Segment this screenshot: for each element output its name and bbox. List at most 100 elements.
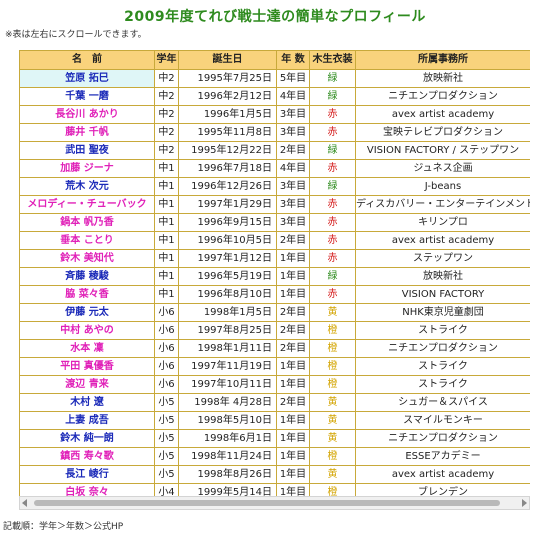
cell-costume: 黄 [309,303,356,322]
cell-years: 2年目 [276,231,310,250]
cell-birthday: 1997年1月29日 [178,195,277,214]
profile-table-container[interactable]: 名 前 学年 誕生日 年 数 木生衣装 所属事務所 笠原 拓巳 中2 1995年7月… [19,50,530,496]
cell-grade: 中1 [154,213,179,232]
cell-birthday: 1998年8月26日 [178,465,277,484]
cell-years: 1年目 [276,447,310,466]
cell-agency: スマイルモンキー [355,411,530,430]
cell-name: 武田 聖夜 [19,141,155,160]
cell-birthday: 1998年1月5日 [178,303,277,322]
cell-grade: 中1 [154,159,179,178]
cell-years: 2年目 [276,321,310,340]
cell-name: 加藤 ジーナ [19,159,155,178]
cell-agency: VISION FACTORY [355,285,530,304]
cell-years: 4年目 [276,87,310,106]
cell-name: 鎮西 寿々歌 [19,447,155,466]
cell-costume: 黄 [309,429,356,448]
cell-years: 1年目 [276,483,310,496]
cell-years: 1年目 [276,375,310,394]
scroll-right-arrow-icon[interactable] [522,499,527,507]
cell-costume: 橙 [309,447,356,466]
cell-grade: 小4 [154,483,179,496]
cell-agency: 宝映テレビプロダクション [355,123,530,142]
cell-birthday: 1996年10月5日 [178,231,277,250]
cell-agency: ブレンデン [355,483,530,496]
cell-costume: 赤 [309,105,356,124]
cell-years: 3年目 [276,105,310,124]
table-row: 鎮西 寿々歌 小5 1998年11月24日 1年目橙 ESSEアカデミー [19,447,530,466]
cell-grade: 小6 [154,339,179,358]
table-row: 伊藤 元太 小6 1998年1月5日 2年目黄 NHK東京児童劇団 [19,303,530,322]
cell-name: 荒木 次元 [19,177,155,196]
cell-name: 平田 真優香 [19,357,155,376]
cell-birthday: 1996年12月26日 [178,177,277,196]
table-row: 笠原 拓巳 中2 1995年7月25日 5年目緑放映新社 [19,69,530,88]
table-row: 中村 あやの 小6 1997年8月25日 2年目橙ストライク [19,321,530,340]
cell-birthday: 1995年11月8日 [178,123,277,142]
cell-name: 笠原 拓巳 [19,69,155,88]
cell-name: 中村 あやの [19,321,155,340]
cell-costume: 赤 [309,195,356,214]
cell-agency: avex artist academy [355,105,530,124]
table-row: 木村 遼小5 1998年 4月28日 2年目黄シュガー＆スパイス [19,393,530,412]
cell-name: 水本 凜 [19,339,155,358]
cell-years: 1年目 [276,429,310,448]
cell-name: 脇 菜々香 [19,285,155,304]
cell-grade: 中1 [154,285,179,304]
footer-note: 記載順：学年＞年数＞公式HP [3,522,124,532]
cell-birthday: 1997年10月11日 [178,375,277,394]
cell-agency: J-beans [355,177,530,196]
cell-birthday: 1998年1月11日 [178,339,277,358]
cell-costume: 緑 [309,267,356,286]
cell-costume: 橙 [309,483,356,496]
cell-agency: ニチエンプロダクション [355,429,530,448]
cell-years: 2年目 [276,141,310,160]
cell-years: 1年目 [276,249,310,268]
header-costume: 木生衣装 [309,50,356,70]
cell-name: 白坂 奈々 [19,483,155,496]
cell-grade: 小5 [154,465,179,484]
table-row: 荒木 次元 中1 1996年12月26日 3年目緑 J-beans [19,177,530,196]
cell-grade: 小5 [154,411,179,430]
cell-years: 1年目 [276,285,310,304]
table-row: 鍋本 帆乃香 中1 1996年9月15日 3年目赤キリンプロ [19,213,530,232]
table-row: メロディー・チューバック 中1 1997年1月29日 3年目赤ディスカバリー・エンター… [19,195,530,214]
scrollbar-thumb[interactable] [34,500,500,506]
cell-years: 5年目 [276,69,310,88]
cell-name: 長谷川 あかり [19,105,155,124]
cell-name: 渡辺 青来 [19,375,155,394]
profile-table: 名 前 学年 誕生日 年 数 木生衣装 所属事務所 笠原 拓巳 中2 1995年7月… [19,50,530,496]
cell-costume: 赤 [309,285,356,304]
cell-grade: 中2 [154,69,179,88]
table-header-row: 名 前 学年 誕生日 年 数 木生衣装 所属事務所 [19,50,530,70]
cell-grade: 中1 [154,177,179,196]
page-title: 2009年度てれび戦士達の簡単なプロフィール [124,9,426,25]
cell-agency: ストライク [355,357,530,376]
cell-name: 斉藤 稜駿 [19,267,155,286]
cell-name: 長江 崚行 [19,465,155,484]
cell-birthday: 1998年11月24日 [178,447,277,466]
cell-agency: 放映新社 [355,267,530,286]
cell-agency: キリンプロ [355,213,530,232]
cell-costume: 赤 [309,249,356,268]
cell-agency: ストライク [355,321,530,340]
cell-years: 2年目 [276,393,310,412]
cell-name: 鈴木 純一朗 [19,429,155,448]
cell-years: 2年目 [276,339,310,358]
cell-grade: 中2 [154,141,179,160]
cell-costume: 赤 [309,123,356,142]
table-row: 垂本 ことり 中1 1996年10月5日 2年目赤 avex artist academ… [19,231,530,250]
cell-agency: 放映新社 [355,69,530,88]
cell-costume: 黄 [309,465,356,484]
cell-grade: 中1 [154,249,179,268]
cell-birthday: 1997年11月19日 [178,357,277,376]
horizontal-scrollbar[interactable] [19,496,530,510]
scroll-left-arrow-icon[interactable] [22,499,27,507]
cell-costume: 緑 [309,87,356,106]
table-row: 長谷川 あかり 中2 1996年1月5日 3年目赤 avex artist academ… [19,105,530,124]
cell-birthday: 1996年9月15日 [178,213,277,232]
table-row: 渡辺 青来 小6 1997年10月11日 1年目橙ストライク [19,375,530,394]
cell-agency: ジュネス企画 [355,159,530,178]
cell-grade: 中1 [154,195,179,214]
cell-name: 伊藤 元太 [19,303,155,322]
table-row: 鈴木 純一朗 小5 1998年6月1日 1年目黄ニチエンプロダクション [19,429,530,448]
